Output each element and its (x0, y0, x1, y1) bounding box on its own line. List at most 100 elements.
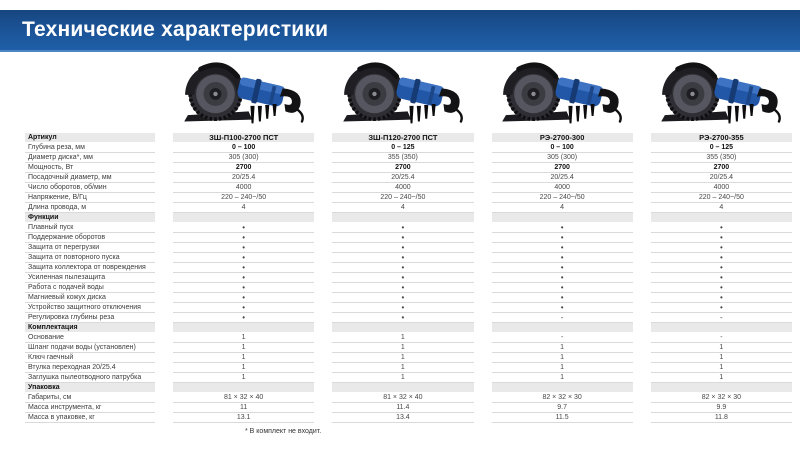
spec-value: • (650, 293, 792, 303)
spec-value: 305 (300) (173, 153, 315, 163)
spec-value: - (650, 313, 792, 323)
spec-value: 1 (650, 363, 792, 373)
section-header-cell (491, 213, 633, 223)
spec-value: 4000 (173, 183, 315, 193)
spec-value: 1 (332, 353, 474, 363)
spec-value: 4000 (491, 183, 633, 193)
title-bar: Технические характеристики (0, 10, 800, 52)
footnote: * В комплект не входит. (245, 428, 322, 435)
product-image-1 (173, 53, 314, 133)
spec-value: 1 (650, 373, 792, 383)
product-name-1: ЗШ-П100-2700 ПСТ (173, 133, 315, 143)
section-header-cell (491, 323, 633, 333)
spec-value: • (491, 273, 633, 283)
spec-value: • (491, 293, 633, 303)
spec-value: • (173, 263, 315, 273)
section-header-cell (650, 213, 792, 223)
section-header-cell (332, 213, 474, 223)
spec-value: 1 (332, 333, 474, 343)
row-label: Устройство защитного отключения (25, 303, 155, 313)
spec-value: 355 (350) (332, 153, 474, 163)
spec-value: • (173, 243, 315, 253)
spec-value: 2700 (173, 163, 315, 173)
product-name-4: РЭ-2700-355 (650, 133, 792, 143)
spec-value: 82 × 32 × 30 (491, 393, 633, 403)
spec-value: 1 (650, 353, 792, 363)
row-label: Посадочный диаметр, мм (25, 173, 155, 183)
spec-value: 1 (173, 363, 315, 373)
spec-value: 1 (332, 363, 474, 373)
spec-value: • (650, 243, 792, 253)
section-header-cell (173, 383, 315, 393)
spec-value: • (650, 253, 792, 263)
spec-value: 2700 (650, 163, 792, 173)
section-header: Комплектация (25, 323, 155, 333)
section-header: Упаковка (25, 383, 155, 393)
spec-value: • (332, 313, 474, 323)
row-label: Защита от перегрузки (25, 243, 155, 253)
product-image-4 (651, 53, 792, 133)
spec-value: • (332, 293, 474, 303)
article-label: Артикул (25, 133, 155, 143)
row-label: Работа с подачей воды (25, 283, 155, 293)
section-header-cell (650, 383, 792, 393)
spec-value: 0 – 125 (332, 143, 474, 153)
section-header-cell (173, 323, 315, 333)
spec-value: • (650, 233, 792, 243)
row-label: Напряжение, В/Гц (25, 193, 155, 203)
spec-value: • (173, 253, 315, 263)
spec-value: • (332, 283, 474, 293)
spec-value: • (491, 263, 633, 273)
spec-value: • (173, 283, 315, 293)
spec-value: • (332, 243, 474, 253)
row-label: Масса в упаковке, кг (25, 413, 155, 423)
spec-value: 1 (650, 343, 792, 353)
spec-value: 0 – 125 (650, 143, 792, 153)
row-label: Втулка переходная 20/25.4 (25, 363, 155, 373)
spec-value: 1 (173, 373, 315, 383)
spec-value: 1 (491, 373, 633, 383)
spec-table: Артикул ЗШ-П100-2700 ПСТ ЗШ-П120-2700 ПСТ Р… (25, 53, 792, 423)
row-label: Длина провода, м (25, 203, 155, 213)
row-label: Плавный пуск (25, 223, 155, 233)
spec-value: 1 (173, 333, 315, 343)
row-label: Масса инструмента, кг (25, 403, 155, 413)
spec-value: 2700 (332, 163, 474, 173)
spec-value: • (173, 293, 315, 303)
spec-value: • (491, 303, 633, 313)
spec-value: 81 × 32 × 40 (173, 393, 315, 403)
spec-value: 81 × 32 × 40 (332, 393, 474, 403)
spec-value: • (650, 223, 792, 233)
spec-value: • (491, 283, 633, 293)
spec-value: • (491, 233, 633, 243)
spec-value: • (650, 263, 792, 273)
spec-value: 1 (491, 343, 633, 353)
spec-value: 305 (300) (491, 153, 633, 163)
row-label: Защита от повторного пуска (25, 253, 155, 263)
row-label: Шланг подачи воды (установлен) (25, 343, 155, 353)
spec-value: 0 – 100 (173, 143, 315, 153)
spec-value: 11.8 (650, 413, 792, 423)
spec-value: - (650, 333, 792, 343)
spec-value: 4 (332, 203, 474, 213)
spec-value: 20/25.4 (332, 173, 474, 183)
spec-value: • (173, 233, 315, 243)
section-header: Функции (25, 213, 155, 223)
spec-value: 4000 (650, 183, 792, 193)
section-header-cell (491, 383, 633, 393)
product-name-3: РЭ-2700-300 (491, 133, 633, 143)
spec-value: 4 (650, 203, 792, 213)
spec-value: 9.9 (650, 403, 792, 413)
section-header-cell (650, 323, 792, 333)
spec-value: 20/25.4 (173, 173, 315, 183)
spec-value: 1 (491, 363, 633, 373)
spec-value: • (332, 223, 474, 233)
spec-value: • (332, 303, 474, 313)
spec-value: • (173, 303, 315, 313)
spec-value: • (650, 283, 792, 293)
spec-value: 82 × 32 × 30 (650, 393, 792, 403)
spec-value: 11.4 (332, 403, 474, 413)
spec-value: 9.7 (491, 403, 633, 413)
spec-value: 220 – 240~/50 (173, 193, 315, 203)
